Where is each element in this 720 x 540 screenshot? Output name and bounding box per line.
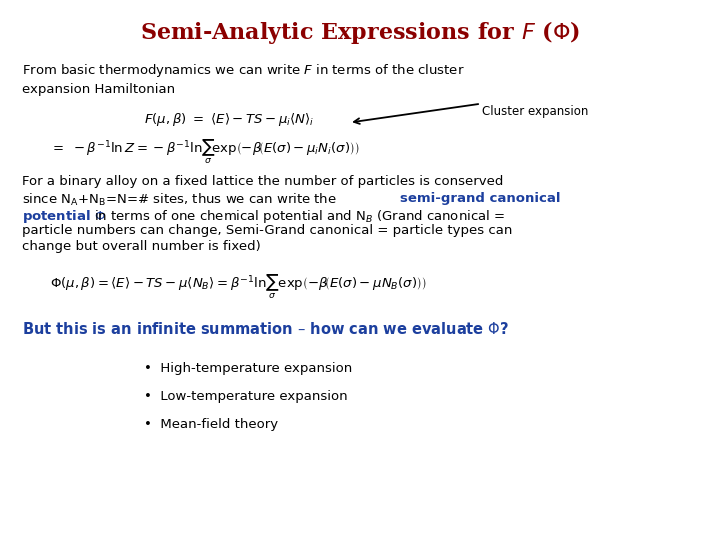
Text: in terms of one chemical potential and N$_B$ (Grand canonical =: in terms of one chemical potential and N… xyxy=(90,208,505,225)
Text: •  Low-temperature expansion: • Low-temperature expansion xyxy=(144,390,348,403)
Text: $=\ -\beta^{-1}\ln Z = -\beta^{-1}\ln\!\sum_{\sigma}\!\exp\!\left(-\beta\!\left(: $=\ -\beta^{-1}\ln Z = -\beta^{-1}\ln\!\… xyxy=(50,138,360,166)
Text: •  High-temperature expansion: • High-temperature expansion xyxy=(144,362,352,375)
Text: change but overall number is fixed): change but overall number is fixed) xyxy=(22,240,261,253)
Text: $F(\mu,\beta)\ =\ \langle E\rangle - TS - \mu_i\langle N\rangle_i$: $F(\mu,\beta)\ =\ \langle E\rangle - TS … xyxy=(144,111,315,127)
Text: For a binary alloy on a fixed lattice the number of particles is conserved: For a binary alloy on a fixed lattice th… xyxy=(22,176,503,188)
Text: From basic thermodynamics we can write $F$ in terms of the cluster
expansion Ham: From basic thermodynamics we can write $… xyxy=(22,62,464,96)
Text: Semi-Analytic Expressions for $F$ ($\Phi$): Semi-Analytic Expressions for $F$ ($\Phi… xyxy=(140,19,580,46)
Text: Cluster expansion: Cluster expansion xyxy=(482,105,589,118)
Text: But this is an infinite summation – how can we evaluate $\Phi$?: But this is an infinite summation – how … xyxy=(22,321,508,338)
Text: •  Mean-field theory: • Mean-field theory xyxy=(144,418,278,431)
Text: since N$_{\rm A}$+N$_{\rm B}$=N=# sites, thus we can write the: since N$_{\rm A}$+N$_{\rm B}$=N=# sites,… xyxy=(22,192,337,208)
Text: potential $\Phi$: potential $\Phi$ xyxy=(22,208,106,225)
Text: semi-grand canonical: semi-grand canonical xyxy=(400,192,561,205)
Text: $\Phi(\mu,\beta) = \langle E\rangle - TS - \mu\langle N_B\rangle = \beta^{-1}\ln: $\Phi(\mu,\beta) = \langle E\rangle - TS… xyxy=(50,273,427,301)
Text: particle numbers can change, Semi-Grand canonical = particle types can: particle numbers can change, Semi-Grand … xyxy=(22,224,512,237)
